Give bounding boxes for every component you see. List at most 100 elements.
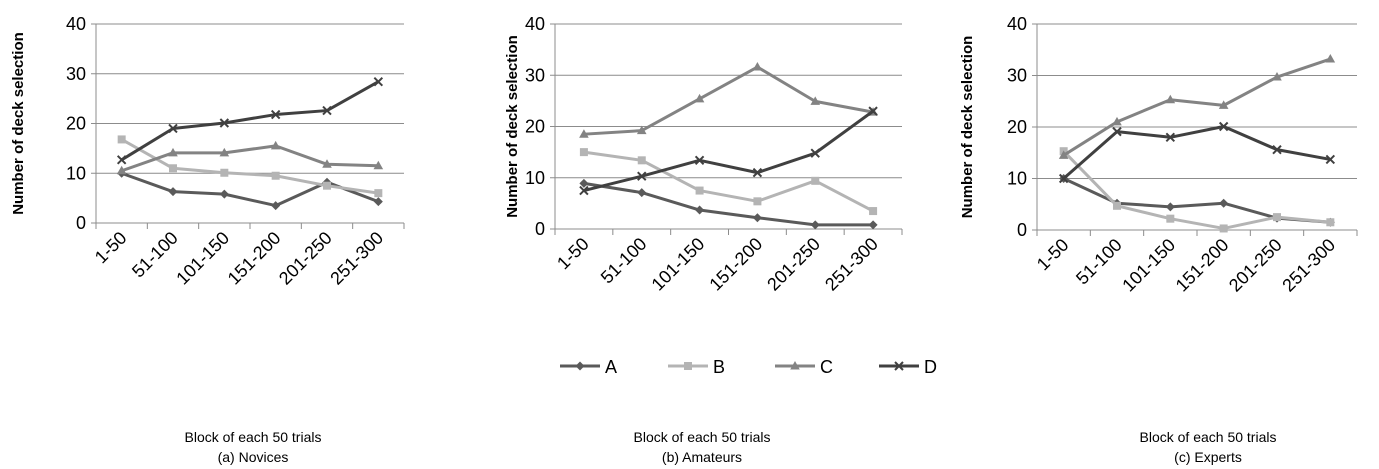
point-d [694, 155, 705, 166]
y-tick-label: 20 [66, 114, 86, 134]
point-d [116, 155, 127, 165]
point-c [219, 147, 230, 157]
point-b [169, 164, 177, 173]
y-tick-label: 20 [525, 117, 545, 137]
point-b [1326, 218, 1335, 227]
point-d [1218, 121, 1229, 132]
panel-caption: (a) Novices [218, 449, 289, 465]
point-b [753, 197, 762, 206]
point-b [869, 207, 878, 216]
point-d [219, 118, 230, 128]
series-line-c [583, 65, 874, 136]
panel-caption: (b) Amateurs [662, 449, 742, 465]
legend-marker-b [684, 362, 692, 370]
point-c [579, 129, 589, 138]
legend-label-c: C [820, 357, 833, 377]
point-d [752, 167, 763, 178]
point-a [271, 201, 281, 211]
y-tick-label: 20 [1007, 117, 1027, 137]
x-tick-label: 101-150 [648, 234, 709, 295]
point-b [579, 148, 588, 157]
y-tick-label: 10 [1007, 169, 1027, 189]
y-tick-label: 40 [525, 14, 545, 34]
x-tick-label: 251-300 [1278, 235, 1339, 296]
y-axis-title: Number of deck selection [10, 32, 27, 215]
panel-novices: 0102030401-5051-100101-150151-200201-250… [10, 14, 405, 465]
series-d [1058, 121, 1336, 184]
point-b [637, 156, 646, 165]
point-b [323, 181, 331, 190]
point-c [1218, 100, 1229, 109]
legend-marker-c [790, 361, 800, 370]
series-d [116, 77, 384, 165]
y-tick-label: 0 [76, 213, 86, 233]
point-c [1058, 150, 1069, 159]
series-b [1059, 147, 1335, 233]
series-line-c [1062, 57, 1331, 157]
point-a [637, 188, 647, 198]
point-b [1273, 213, 1281, 222]
series-a [579, 178, 878, 230]
x-tick-label: 251-300 [326, 228, 387, 289]
series-line-a [583, 181, 874, 227]
point-c [694, 93, 705, 103]
point-c [1325, 54, 1336, 63]
x-tick-label: 1-50 [553, 234, 593, 274]
point-d [810, 148, 820, 158]
legend-label-a: A [605, 357, 617, 377]
point-d [1325, 154, 1336, 165]
legend-item-c: C [775, 357, 833, 377]
series-line-d [1062, 124, 1331, 180]
panel-amateurs: 0 10 20 30 40 1-50 51-100101-150151-200201-250… [504, 14, 903, 465]
series-line-b [120, 138, 379, 195]
point-b [1219, 224, 1228, 233]
point-a [752, 213, 762, 223]
series-line-c [121, 144, 379, 173]
point-a [695, 205, 705, 215]
point-a [868, 220, 878, 230]
x-tick-label: 151-200 [1172, 235, 1233, 296]
point-a [168, 187, 178, 197]
panel-experts: 0 10 20 30 40 1-50 51-100101-150151-200201-250… [959, 14, 1358, 465]
point-d [373, 77, 384, 87]
series-line-b [583, 150, 874, 213]
point-c [373, 160, 384, 170]
point-d [1272, 144, 1282, 155]
series-line-a [121, 171, 379, 208]
point-a [810, 220, 820, 230]
point-d [1112, 126, 1122, 137]
point-d [868, 106, 878, 116]
legend-item-b: B [668, 357, 725, 377]
point-d [637, 171, 647, 181]
point-c [322, 159, 332, 168]
x-tick-label: 201-250 [1225, 235, 1286, 296]
legend-item-d: D [879, 357, 937, 377]
point-a [579, 178, 589, 188]
y-tick-label: 10 [525, 168, 545, 188]
x-axis-title: Block of each 50 trials [185, 429, 322, 445]
point-b [220, 168, 229, 177]
legend-label-b: B [713, 357, 725, 377]
point-d [270, 109, 281, 120]
series-b [117, 135, 383, 198]
point-d [1058, 173, 1069, 184]
x-tick-label: 51-100 [1072, 235, 1126, 289]
y-tick-label: 40 [66, 14, 86, 34]
legend-label-d: D [924, 357, 937, 377]
point-d [1165, 132, 1176, 143]
y-tick-label: 0 [535, 219, 545, 239]
point-c [752, 62, 763, 71]
point-b [1166, 214, 1175, 223]
legend-marker-a [575, 361, 585, 371]
series-line-a [1063, 177, 1331, 224]
point-c [168, 147, 178, 157]
x-tick-label: 251-300 [821, 234, 882, 295]
point-d [322, 105, 332, 116]
point-b [271, 171, 280, 180]
x-tick-label: 1-50 [1033, 235, 1073, 275]
series-line-d [120, 80, 380, 162]
y-axis-title: Number of deck selection [959, 36, 976, 219]
point-c [116, 165, 127, 175]
point-b [811, 176, 820, 185]
